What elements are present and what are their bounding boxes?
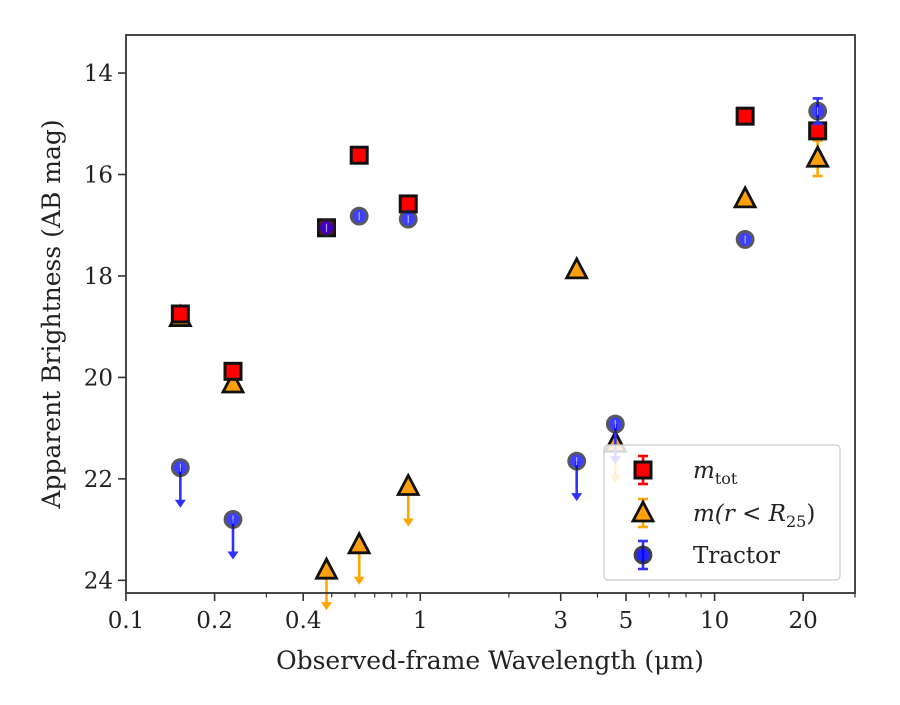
square-marker	[808, 121, 828, 141]
y-tick-label: 24	[84, 568, 113, 594]
upper-limit-arrow-head	[174, 499, 186, 508]
square-marker	[735, 106, 755, 126]
triangle-marker	[732, 184, 758, 209]
y-tick-label: 20	[84, 365, 113, 391]
triangle-marker	[220, 369, 246, 394]
upper-limit-arrow-head	[227, 551, 239, 560]
legend-box	[603, 444, 841, 581]
y-axis-label: Apparent Brightness (AB mag)	[37, 119, 66, 509]
legend-label: Tractor	[693, 543, 780, 569]
legend-label-subscript: 25	[786, 512, 806, 531]
upper-limit-arrow-head	[402, 518, 414, 527]
triangle-marker	[395, 472, 421, 496]
plot-frame	[125, 34, 856, 594]
square-marker	[170, 304, 190, 324]
triangle-legend-marker	[630, 498, 656, 523]
square-marker	[349, 145, 369, 165]
legend-label-subscript: tot	[715, 469, 738, 488]
legend-label-close: )	[806, 501, 815, 527]
upper-limit-arrow-head	[571, 493, 583, 502]
legend-label-main: m	[693, 458, 715, 484]
upper-limit-arrow-head	[353, 576, 365, 585]
square-legend-marker	[633, 460, 653, 480]
axes-layer: 0.1 0.2 0.4 1 3 5 10 20 14 16 18 20 22 24	[84, 61, 856, 634]
x-tick-label: 10	[700, 608, 729, 634]
x-axis-label: Observed-frame Wavelength (μm)	[276, 646, 704, 675]
triangle-marker	[564, 255, 590, 280]
legend: mtot m(r < R25) Tractor	[603, 444, 841, 581]
legend-label-main: m(r	[693, 501, 737, 527]
x-tick-label: 5	[619, 608, 634, 634]
x-tick-label: 20	[789, 608, 818, 634]
legend-label-rest: < R	[735, 501, 786, 527]
triangle-marker	[314, 556, 339, 580]
legend-label: mtot	[693, 458, 738, 488]
y-tick-label: 16	[84, 163, 113, 189]
y-tick-label: 22	[84, 467, 113, 493]
square-marker	[398, 194, 418, 214]
square-marker	[223, 361, 243, 381]
x-tick-label: 1	[413, 608, 428, 634]
x-tick-label: 0.4	[285, 608, 322, 634]
legend-label-main: Tractor	[693, 543, 780, 569]
x-tick-label: 3	[553, 608, 568, 634]
upper-limit-arrow-head	[320, 602, 332, 611]
legend-label: m(r < R25)	[693, 501, 815, 531]
y-tick-label: 18	[84, 264, 113, 290]
x-tick-label: 0.2	[196, 608, 233, 634]
triangle-marker	[346, 530, 372, 555]
x-tick-label: 0.1	[108, 608, 145, 634]
circle-legend-marker	[633, 545, 653, 565]
y-tick-label: 14	[84, 61, 113, 87]
triangle-marker	[805, 144, 830, 168]
